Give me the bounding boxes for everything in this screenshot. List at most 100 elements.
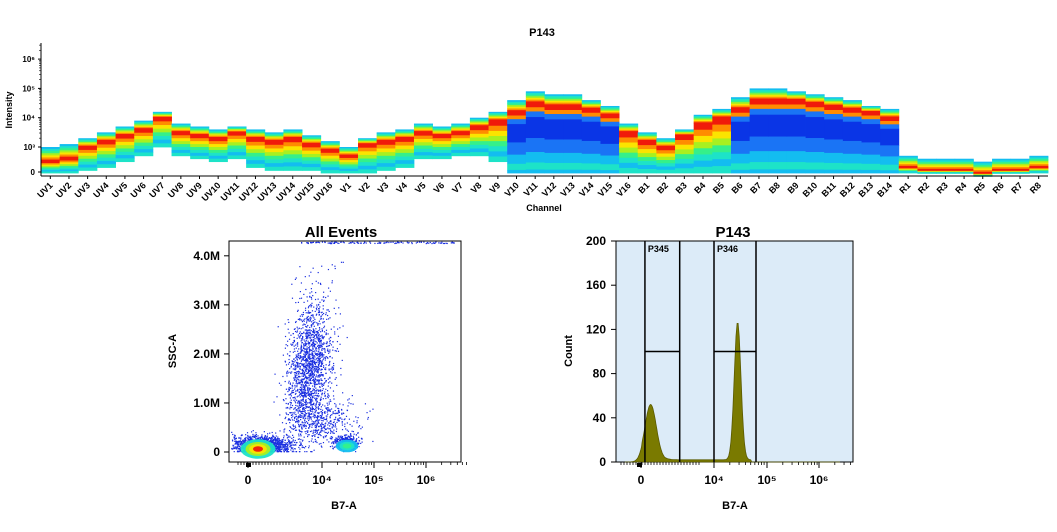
scatter-point xyxy=(320,390,322,392)
scatter-point xyxy=(321,354,323,356)
scatter-point xyxy=(310,340,312,342)
scatter-point xyxy=(309,399,312,401)
scatter-point xyxy=(294,367,296,369)
scatter-point xyxy=(234,434,236,436)
scatter-point xyxy=(296,381,298,383)
scatter-point xyxy=(302,364,305,366)
heatmap-cell xyxy=(786,91,806,93)
scatter-point xyxy=(298,348,300,350)
heatmap-column-v11 xyxy=(525,91,545,174)
heatmap-cell xyxy=(469,126,489,131)
heatmap-cell xyxy=(339,168,359,172)
scatter-point xyxy=(453,242,455,244)
heatmap-cell xyxy=(898,164,918,167)
heatmap-cell xyxy=(936,167,956,170)
heatmap-cell xyxy=(190,138,210,142)
scatter-point xyxy=(292,363,294,365)
scatter-point xyxy=(246,440,248,442)
scatter-point xyxy=(289,412,291,414)
heatmap-cell xyxy=(283,129,303,132)
scatter-point xyxy=(283,450,285,452)
scatter-point xyxy=(311,352,313,354)
scatter-point xyxy=(312,408,315,410)
scatter-point xyxy=(329,387,332,389)
scatter-point xyxy=(276,438,279,440)
scatter-point xyxy=(304,365,306,367)
scatter-point xyxy=(279,449,281,451)
heatmap-cell xyxy=(712,112,732,115)
heatmap-cell xyxy=(1029,167,1049,169)
heatmap-cell xyxy=(880,116,900,119)
scatter-point xyxy=(278,448,280,450)
scatter-point xyxy=(325,372,327,374)
scatter-point xyxy=(304,413,306,416)
heatmap-cell xyxy=(712,111,732,114)
scatter-point xyxy=(324,391,326,393)
heatmap-cell xyxy=(842,108,862,114)
scatter-point xyxy=(301,386,303,388)
heatmap-cell xyxy=(730,98,751,101)
scatter-point xyxy=(324,395,326,397)
scatter-point xyxy=(276,396,278,398)
scatter-point xyxy=(308,275,310,277)
scatter-point xyxy=(314,298,317,301)
scatter-point xyxy=(315,341,317,343)
heatmap-cell xyxy=(936,163,956,166)
scatter-point xyxy=(312,390,314,392)
heatmap-cell xyxy=(693,142,713,149)
heatmap-column-uv6 xyxy=(134,120,154,157)
scatter-point xyxy=(301,426,303,428)
heatmap-cell xyxy=(581,140,601,155)
scatter-point xyxy=(272,434,274,436)
scatter-point xyxy=(266,437,268,439)
heatmap-cell xyxy=(1029,172,1049,174)
heatmap-cell xyxy=(190,130,210,132)
scatter-point xyxy=(304,357,306,359)
scatter-point xyxy=(314,318,316,321)
heatmap-cell xyxy=(41,170,61,172)
scatter-point xyxy=(300,402,302,404)
scatter-point xyxy=(318,344,320,346)
scatter-point xyxy=(339,435,341,437)
scatter-point xyxy=(309,331,311,333)
scatter-point xyxy=(318,366,320,368)
scatter-point xyxy=(313,423,315,425)
heatmap-cell xyxy=(488,115,508,118)
heatmap-cell xyxy=(283,131,303,134)
heatmap-cell xyxy=(880,170,900,174)
scatter-point xyxy=(301,440,304,442)
heatmap-cell xyxy=(581,163,601,171)
scatter-point xyxy=(309,423,311,426)
scatter-point xyxy=(242,443,244,445)
heatmap-cell xyxy=(190,134,210,136)
heatmap-cell xyxy=(488,156,508,163)
scatter-point xyxy=(353,420,355,422)
heatmap-cell xyxy=(171,132,191,136)
scatter-point xyxy=(343,412,345,415)
scatter-point xyxy=(433,242,436,244)
scatter-point xyxy=(332,431,334,433)
heatmap-cell xyxy=(376,148,396,153)
scatter-point xyxy=(331,264,333,266)
scatter-point xyxy=(269,437,271,439)
heatmap-column-uv12 xyxy=(246,129,266,168)
scatter-point xyxy=(308,384,310,386)
scatter-point xyxy=(307,357,309,359)
heatmap-cell xyxy=(805,95,825,98)
scatter-point xyxy=(316,395,318,397)
heatmap-cell xyxy=(432,135,452,139)
scatter-point xyxy=(313,395,315,397)
heatmap-cell xyxy=(917,160,937,163)
heatmap-cell xyxy=(152,116,172,118)
scatter-point xyxy=(327,268,330,271)
scatter-point xyxy=(313,374,315,376)
heatmap-column-v14 xyxy=(581,100,601,174)
scatter-point xyxy=(332,432,334,434)
scatter-point xyxy=(328,369,330,371)
scatter-point xyxy=(284,445,287,447)
heatmap-cell xyxy=(358,140,378,142)
heatmap-cell xyxy=(581,102,601,105)
scatter-point xyxy=(288,443,290,445)
scatter-point xyxy=(317,363,320,366)
